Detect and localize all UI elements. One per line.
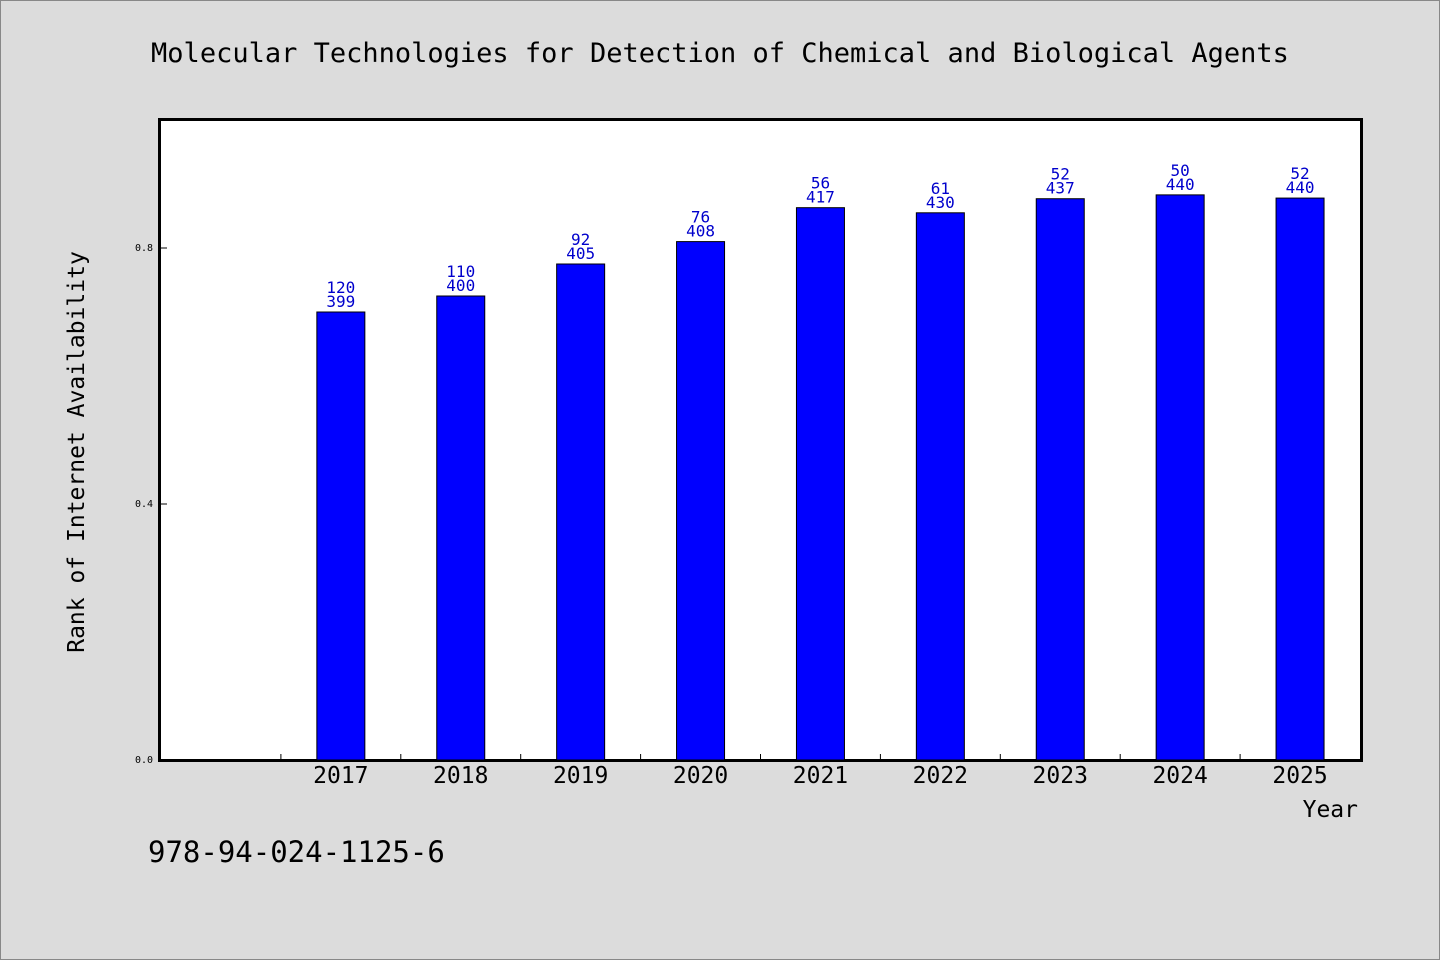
x-tick-label: 2017 <box>313 763 368 789</box>
x-tick-label: 2022 <box>913 763 968 789</box>
bar <box>1155 194 1205 761</box>
x-tick-label: 2018 <box>433 763 488 789</box>
bar <box>556 263 606 761</box>
bar-label-bottom: 430 <box>926 193 955 212</box>
bar-label-bottom: 417 <box>806 188 835 207</box>
bar-label-bottom: 440 <box>1286 178 1315 197</box>
y-tick-label: 0.4 <box>135 499 153 510</box>
x-axis: 2017 2018 2019 2020 2021 2022 2023 2024 2025 <box>280 754 1328 789</box>
bar <box>676 241 726 761</box>
bar-label-top: 50 <box>1171 161 1190 180</box>
y-tick-label: 0.0 <box>135 755 153 766</box>
x-axis-label: Year <box>1303 797 1358 823</box>
x-tick-label: 2019 <box>553 763 608 789</box>
chart-title: Molecular Technologies for Detection of … <box>151 38 1289 69</box>
bars-group <box>316 194 1325 761</box>
bar-label-bottom: 437 <box>1046 179 1075 198</box>
bar-label-bottom: 405 <box>566 244 595 263</box>
x-tick-label: 2025 <box>1272 763 1327 789</box>
bar-label-top: 52 <box>1290 164 1309 183</box>
bar-label-top: 76 <box>691 208 710 227</box>
bar-label-top: 120 <box>326 278 355 297</box>
x-tick-label: 2020 <box>673 763 728 789</box>
y-axis-label: Rank of Internet Availability <box>64 251 90 653</box>
bar <box>436 295 486 761</box>
bar-label-bottom: 408 <box>686 222 715 241</box>
bar <box>915 212 965 761</box>
bar-label-top: 61 <box>931 179 950 198</box>
x-tick-label: 2024 <box>1152 763 1207 789</box>
bar-label-top: 56 <box>811 174 830 193</box>
bar-label-top: 92 <box>571 230 590 249</box>
y-axis: 0.0 0.4 0.8 <box>135 243 167 766</box>
bar-label-top: 52 <box>1051 165 1070 184</box>
bar <box>316 311 366 761</box>
bar <box>795 207 845 761</box>
x-tick-label: 2021 <box>793 763 848 789</box>
x-tick-label: 2023 <box>1033 763 1088 789</box>
bar-label-top: 110 <box>446 262 475 281</box>
y-tick-label: 0.8 <box>135 243 153 254</box>
bar <box>1275 197 1325 761</box>
isbn-footer: 978-94-024-1125-6 <box>148 835 445 869</box>
bar-label-bottom: 399 <box>326 292 355 311</box>
bar <box>1035 198 1085 761</box>
bar-label-bottom: 440 <box>1166 175 1195 194</box>
bar-label-bottom: 400 <box>446 276 475 295</box>
